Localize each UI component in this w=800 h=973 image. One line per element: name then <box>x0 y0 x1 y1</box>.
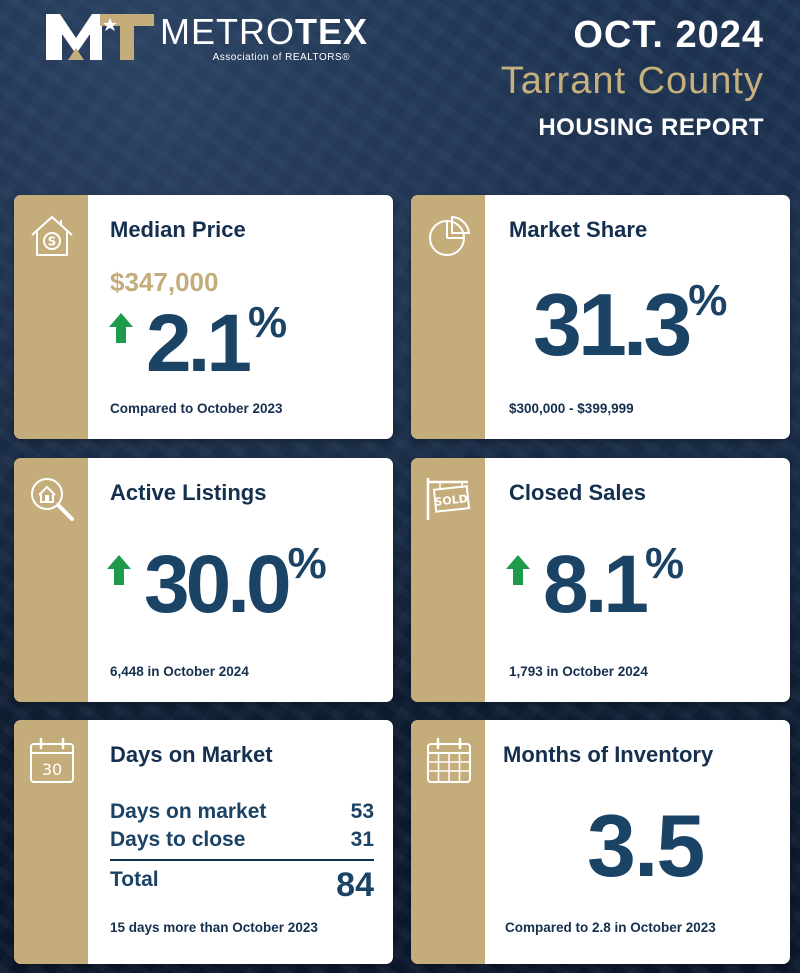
svg-text:SOLD: SOLD <box>434 492 469 508</box>
card-footer: Compared to 2.8 in October 2023 <box>505 920 716 935</box>
median-price-change: 2.1% <box>146 298 288 389</box>
card-title: Days on Market <box>110 742 273 767</box>
dom-row-value: 53 <box>350 800 374 823</box>
card-footer: Compared to October 2023 <box>110 401 283 416</box>
dom-row-label: Days to close <box>110 828 246 851</box>
card-title: Active Listings <box>110 480 267 505</box>
median-price-value: $347,000 <box>110 267 219 297</box>
card-footer: 1,793 in October 2024 <box>509 664 648 679</box>
report-title: HOUSING REPORT <box>538 114 764 141</box>
logo-text: METROTEX Association of REALTORS® <box>160 11 369 64</box>
median-price-card: S Median Price $347,000 2.1% Compared to… <box>14 195 393 439</box>
months-of-inventory-card: Months of Inventory 3.5 Compared to 2.8 … <box>411 720 790 964</box>
card-footer: $300,000 - $399,999 <box>509 401 634 416</box>
card-band <box>14 195 88 439</box>
closed-sales-card: SOLD Closed Sales 8.1% 1,793 in October … <box>411 458 790 702</box>
header: METROTEX Association of REALTORS® OCT. 2… <box>0 0 800 190</box>
sold-sign-icon: SOLD <box>426 478 471 520</box>
logo-subtitle: Association of REALTORS® <box>212 52 350 63</box>
svg-text:30: 30 <box>42 760 62 779</box>
dom-total-value: 84 <box>336 866 374 904</box>
card-footer: 6,448 in October 2024 <box>110 664 249 679</box>
card-title: Median Price <box>110 217 246 242</box>
card-band <box>411 720 485 964</box>
dom-row-value: 31 <box>350 828 374 851</box>
card-title: Closed Sales <box>509 480 646 505</box>
report-date: OCT. 2024 <box>573 14 764 56</box>
card-band <box>14 720 88 964</box>
dom-row-label: Days on market <box>110 800 267 823</box>
house-dollar-icon: S <box>31 215 73 256</box>
card-footer: 15 days more than October 2023 <box>110 920 318 935</box>
total-divider <box>110 859 374 861</box>
up-arrow-icon <box>506 555 530 585</box>
months-of-inventory-value: 3.5 <box>587 796 705 895</box>
dom-row-days-to-close: Days to close 31 <box>110 828 374 852</box>
pie-chart-icon <box>429 215 471 256</box>
house-search-icon <box>31 478 74 521</box>
metrotex-logo: METROTEX Association of REALTORS® <box>46 10 376 66</box>
svg-text:S: S <box>48 235 57 249</box>
dom-total-label: Total <box>110 868 159 891</box>
dom-row-days-on-market: Days on market 53 <box>110 800 374 824</box>
up-arrow-icon <box>107 555 131 585</box>
card-band <box>411 458 485 702</box>
card-title: Market Share <box>509 217 648 242</box>
closed-sales-change: 8.1% <box>543 539 685 630</box>
active-listings-card: Active Listings 30.0% 6,448 in October 2… <box>14 458 393 702</box>
calendar-30-icon: 30 <box>30 737 74 783</box>
days-on-market-card: 30 Days on Market Days on market 53 Days… <box>14 720 393 964</box>
calendar-grid-icon <box>427 737 471 783</box>
metrotex-logo-mark-icon <box>46 14 154 60</box>
card-title: Months of Inventory <box>503 742 714 767</box>
card-band <box>14 458 88 702</box>
up-arrow-icon <box>109 313 133 343</box>
market-share-value: 31.3% <box>533 275 728 374</box>
dom-total-row: Total 84 <box>110 866 374 904</box>
market-share-card: Market Share 31.3% $300,000 - $399,999 <box>411 195 790 439</box>
active-listings-change: 30.0% <box>144 539 327 630</box>
logo-name: METROTEX <box>160 11 369 52</box>
county-name: Tarrant County <box>500 60 764 102</box>
